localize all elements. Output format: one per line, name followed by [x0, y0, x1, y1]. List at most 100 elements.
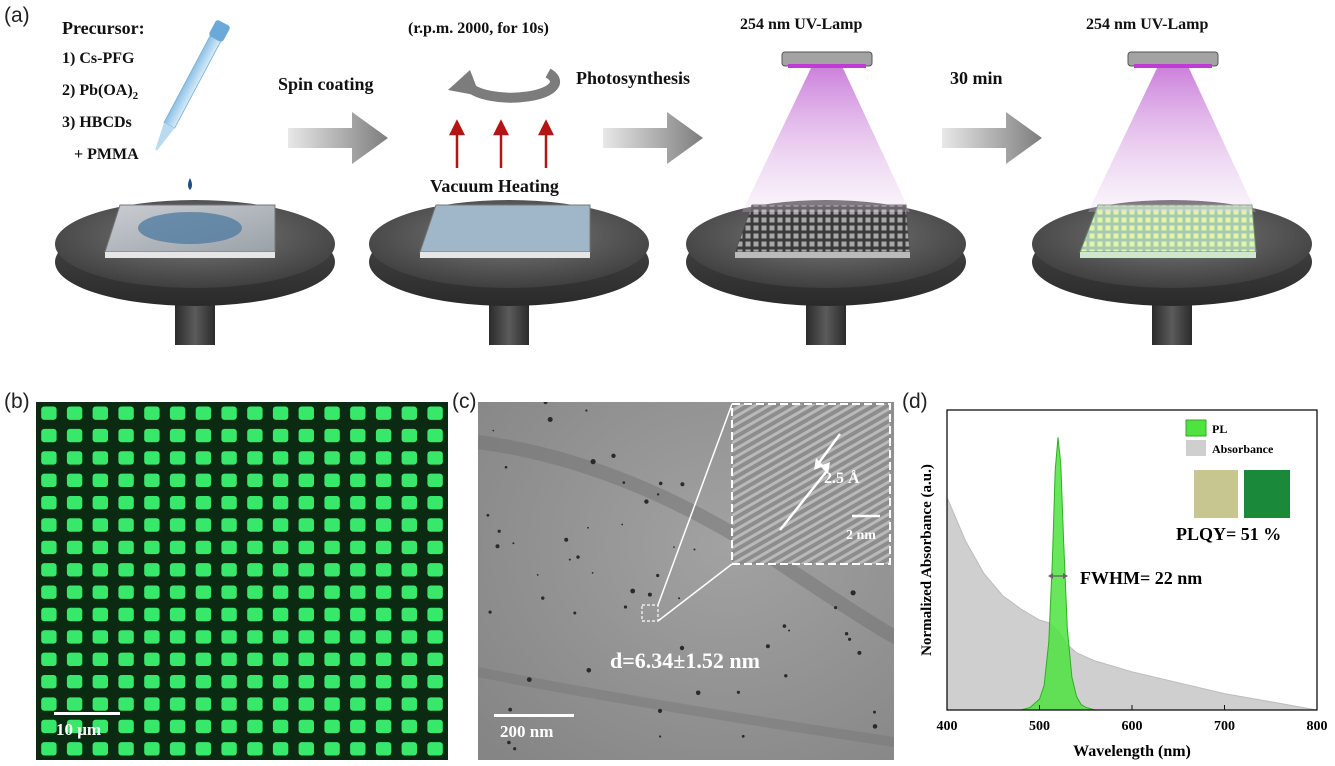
pixel-dot: [272, 585, 289, 599]
pixel-dot: [66, 630, 83, 644]
pixel-dot: [66, 540, 83, 555]
pixel-dot: [118, 451, 134, 465]
uv-lamp-1: [742, 51, 910, 212]
pixel-dot: [66, 742, 83, 756]
pixel-dot: [401, 675, 417, 689]
pixel-dot: [41, 585, 57, 599]
pixel-dot: [221, 428, 237, 443]
pixel-dot: [272, 496, 289, 510]
pixel-dot: [195, 451, 212, 465]
pixel-dot: [272, 652, 289, 666]
x-ticks: 400 500 600 700 800: [937, 705, 1328, 734]
pixel-dot: [298, 518, 314, 532]
nanoparticle: [647, 592, 652, 597]
pixel-dot: [350, 630, 366, 644]
pixel-dot: [350, 563, 366, 577]
nanoparticle: [857, 650, 862, 655]
pixel-dot: [221, 585, 237, 599]
precursor-item-1: 1) Cs-PFG: [62, 50, 135, 67]
particle-size-label: d=6.34±1.52 nm: [610, 648, 760, 673]
fwhm-label: FWHM= 22 nm: [1080, 568, 1202, 588]
x-axis-label: Wavelength (nm): [1073, 743, 1191, 760]
pixel-dot: [41, 496, 57, 510]
substrate-2: [419, 204, 591, 258]
pixel-dot: [92, 742, 108, 756]
fluorescence-micrograph: 10 μm: [36, 402, 448, 760]
nanoparticle: [488, 610, 492, 614]
pixel-dot: [66, 451, 83, 465]
pixel-dot: [272, 428, 289, 443]
pixel-dot: [92, 406, 108, 420]
nanoparticle: [611, 453, 616, 458]
precursor-item-3: 3) HBCDs: [62, 114, 132, 131]
pixel-dot: [195, 428, 212, 443]
pixel-dot: [195, 473, 212, 487]
pixel-dot: [144, 697, 160, 711]
pixel-dot: [375, 607, 392, 622]
nanoparticle: [848, 637, 852, 641]
pixel-dot: [272, 473, 289, 487]
pixel-dot: [221, 563, 237, 577]
pixel-dot: [221, 473, 237, 487]
pixel-dot: [427, 540, 443, 555]
pixel-dot: [247, 563, 263, 577]
pixel-dot: [144, 719, 160, 734]
pixel-dot: [375, 518, 392, 532]
pixel-dot: [324, 607, 340, 622]
film-photo-ambient: [1194, 470, 1238, 518]
pixel-dot: [118, 496, 134, 510]
pixel-dot: [298, 719, 314, 734]
pixel-dot: [118, 518, 134, 532]
pixel-dot: [272, 406, 289, 420]
nanoparticle: [844, 632, 849, 636]
nanoparticle: [659, 735, 662, 738]
pixel-dot: [92, 585, 108, 599]
pixel-dot: [169, 451, 186, 465]
process-arrow-2: [603, 112, 703, 164]
pixel-dot: [350, 675, 366, 689]
pixel-dot: [272, 719, 289, 734]
nanoparticle: [784, 674, 788, 678]
pixel-dot: [195, 607, 212, 622]
pixel-dot: [427, 451, 443, 465]
nanoparticle: [872, 724, 878, 729]
uv-lamp-label-2: 254 nm UV-Lamp: [1086, 16, 1209, 33]
x-tick-label: 700: [1214, 719, 1235, 734]
pixel-dot: [247, 451, 263, 465]
inset-spacing-label: 2.5 Å: [824, 470, 860, 487]
pixel-dot: [41, 719, 57, 734]
pixel-dot: [298, 742, 314, 756]
pixel-dot: [375, 652, 392, 666]
pixel-dot: [247, 540, 263, 555]
pixel-dot: [41, 451, 57, 465]
legend-label-pl: PL: [1212, 422, 1227, 436]
pixel-dot: [92, 652, 108, 666]
pixel-dot: [324, 473, 340, 487]
pixel-dot: [350, 652, 366, 666]
nanoparticle: [495, 544, 500, 549]
pixel-dot: [92, 428, 108, 443]
pixel-dot: [144, 607, 160, 622]
x-tick-label: 600: [1122, 719, 1143, 734]
pixel-dot: [66, 496, 83, 510]
pixel-dot: [169, 652, 186, 666]
pixel-dot: [66, 697, 83, 711]
pixel-dot: [247, 630, 263, 644]
nanoparticle: [693, 548, 696, 551]
pixel-dot: [298, 607, 314, 622]
nanoparticle: [585, 409, 588, 412]
pixel-dot: [92, 563, 108, 577]
pixel-dot: [118, 428, 134, 443]
pixel-dot: [298, 630, 314, 644]
nanoparticle: [656, 573, 660, 578]
pixel-dot: [221, 675, 237, 689]
pixel-dot: [401, 630, 417, 644]
nanoparticle: [564, 537, 569, 542]
pixel-dot: [41, 675, 57, 689]
pixel-dot: [247, 607, 263, 622]
panel-d-label: (d): [902, 390, 928, 413]
pixel-dot: [66, 406, 83, 420]
nanoparticle: [541, 596, 545, 600]
pixel-dot: [118, 607, 134, 622]
pixel-dot: [169, 473, 186, 487]
